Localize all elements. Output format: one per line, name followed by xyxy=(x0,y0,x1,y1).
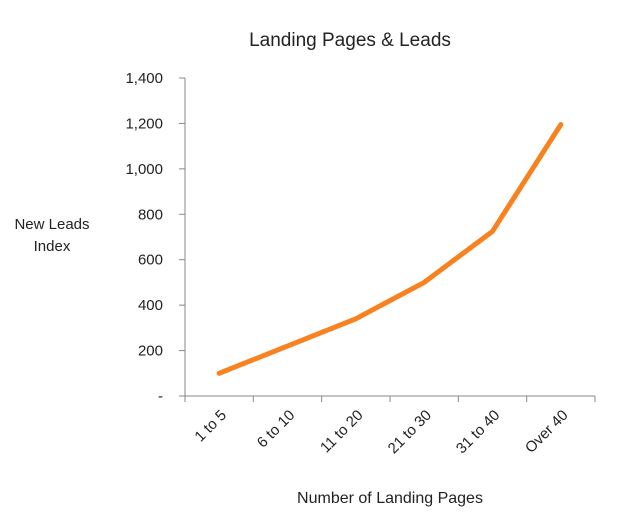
y-tick-label: 1,000 xyxy=(125,161,163,178)
x-tick-label: 11 to 20 xyxy=(317,407,367,457)
x-tick-label: 21 to 30 xyxy=(385,407,435,457)
x-tick-label: 6 to 10 xyxy=(254,407,298,451)
x-tick-label: Over 40 xyxy=(522,407,572,457)
y-tick-label: 400 xyxy=(138,297,163,314)
x-axis-label: Number of Landing Pages xyxy=(297,490,483,507)
y-tick-label: 200 xyxy=(138,343,163,360)
data-line xyxy=(216,122,564,376)
x-tick-label: 31 to 40 xyxy=(453,407,503,457)
chart-title: Landing Pages & Leads xyxy=(249,30,451,51)
y-tick-label: 800 xyxy=(138,206,163,223)
y-tick-label: 1,200 xyxy=(125,115,163,132)
x-tick-label: 1 to 5 xyxy=(191,407,230,446)
y-tick-label: 600 xyxy=(138,252,163,269)
y-tick-label: - xyxy=(158,388,163,405)
y-tick-label: 1,400 xyxy=(125,70,163,87)
y-axis-label: New Leads Index xyxy=(14,216,90,255)
